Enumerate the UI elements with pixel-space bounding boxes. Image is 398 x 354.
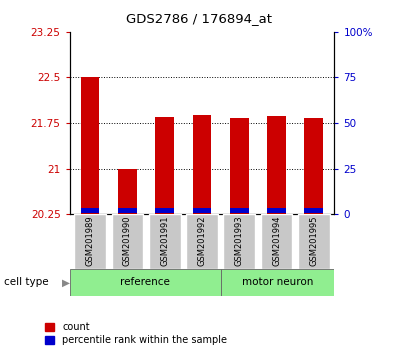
Bar — [155, 208, 174, 213]
Bar — [81, 208, 100, 213]
Text: GDS2786 / 176894_at: GDS2786 / 176894_at — [126, 12, 272, 25]
Bar — [74, 214, 106, 269]
Bar — [261, 214, 293, 269]
Bar — [230, 208, 249, 213]
Bar — [230, 118, 249, 214]
Bar — [304, 208, 323, 213]
Text: cell type: cell type — [4, 277, 49, 287]
Bar — [186, 214, 218, 269]
Bar — [298, 214, 330, 269]
Text: GSM201995: GSM201995 — [309, 216, 318, 266]
Bar — [223, 214, 255, 269]
Text: GSM201989: GSM201989 — [86, 216, 95, 267]
Bar — [118, 208, 137, 213]
Text: motor neuron: motor neuron — [242, 277, 313, 287]
Legend: count, percentile rank within the sample: count, percentile rank within the sample — [41, 319, 231, 349]
Text: reference: reference — [120, 277, 170, 287]
Text: GSM201991: GSM201991 — [160, 216, 169, 266]
Text: GSM201994: GSM201994 — [272, 216, 281, 266]
Bar — [193, 208, 211, 213]
Bar — [220, 269, 334, 296]
Bar — [118, 169, 137, 214]
Bar — [267, 116, 286, 214]
Text: ▶: ▶ — [62, 277, 70, 287]
Bar — [111, 214, 143, 269]
Bar — [304, 118, 323, 214]
Bar — [81, 78, 100, 214]
Bar — [149, 214, 181, 269]
Bar — [70, 269, 220, 296]
Text: GSM201992: GSM201992 — [197, 216, 207, 266]
Text: GSM201993: GSM201993 — [235, 216, 244, 267]
Bar — [193, 115, 211, 214]
Text: GSM201990: GSM201990 — [123, 216, 132, 266]
Bar — [155, 117, 174, 214]
Bar — [267, 208, 286, 213]
